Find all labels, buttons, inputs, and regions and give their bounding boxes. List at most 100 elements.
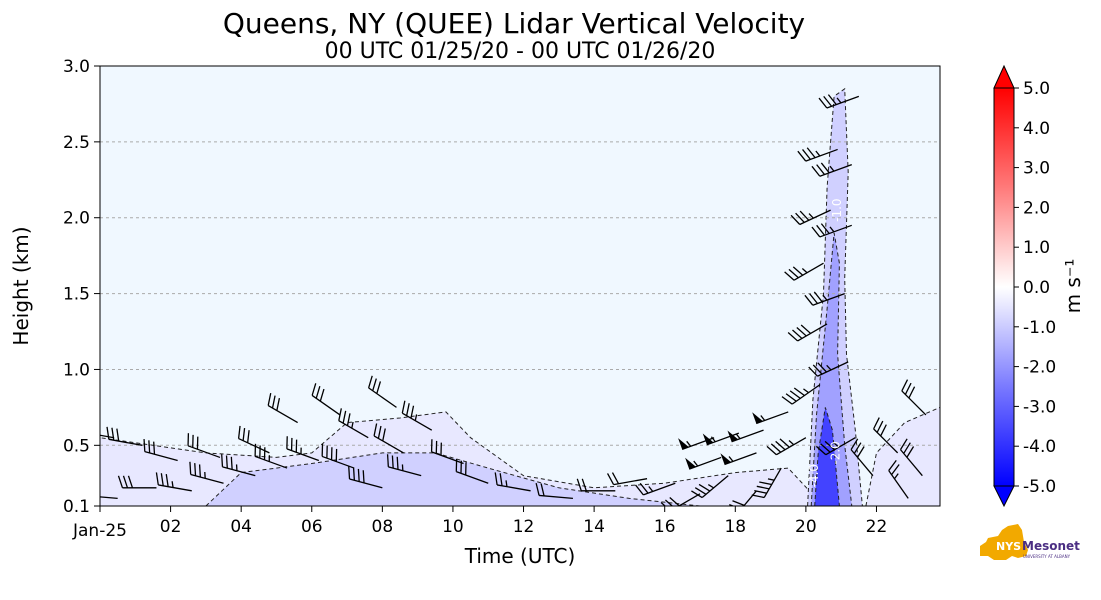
wind-barb-flag: [813, 291, 823, 303]
wind-barb-flag: [357, 468, 360, 482]
wind-barb: [888, 460, 909, 499]
wind-barb-flag: [726, 508, 738, 513]
wind-barb-staff: [901, 390, 927, 416]
wind-barb-flag: [242, 428, 246, 441]
wind-barb: [811, 162, 852, 177]
colorbar-tick-label: -5.0: [1023, 477, 1056, 497]
wind-barb-flag: [148, 440, 151, 454]
wind-barb-flag: [540, 483, 545, 497]
wind-barb-staff: [321, 455, 355, 469]
x-axis-label: Time (UTC): [464, 544, 576, 568]
wind-barb: [106, 426, 143, 446]
x-tick-label: 12: [513, 517, 535, 537]
wind-barb-flag: [116, 428, 120, 442]
wind-barb-flag: [770, 443, 782, 453]
wind-barb: [221, 454, 256, 477]
wind-barb: [386, 454, 422, 477]
wind-barb-staff: [496, 484, 531, 492]
wind-barb-flag: [319, 388, 325, 402]
wind-barb-staff: [825, 437, 856, 456]
wind-barb-staff: [222, 466, 256, 477]
wind-barb-flag: [106, 426, 110, 440]
wind-barb-flag: [382, 428, 386, 442]
wind-barb-staff: [539, 494, 573, 500]
wind-barb-half-flag: [893, 473, 899, 480]
wind-barb-staff: [431, 451, 464, 465]
wind-barb: [784, 262, 824, 281]
wind-barb-flag: [817, 362, 827, 373]
wind-barb-flag: [698, 483, 711, 492]
wind-barb-flag: [225, 455, 228, 469]
wind-barb-staff: [791, 384, 821, 405]
wind-barb-flag: [377, 425, 382, 439]
wind-barb: [494, 472, 531, 492]
wind-barb-flag: [853, 442, 862, 454]
new-york-state-icon: [980, 524, 1028, 560]
colorbar-tick-label: -1.0: [1023, 318, 1056, 338]
wind-barb-flag: [827, 94, 837, 105]
wind-barb-flag: [576, 478, 582, 492]
wind-barb-flag: [876, 420, 884, 433]
wind-barb-half-flag: [833, 442, 840, 448]
wind-barb-flag: [873, 417, 880, 430]
wind-barb-staff: [701, 475, 729, 499]
y-tick-label: 2.0: [63, 209, 90, 229]
wind-barb-flag: [751, 494, 765, 499]
wind-barb-staff: [286, 448, 320, 462]
wind-barb: [797, 147, 838, 162]
wind-barbs: [86, 94, 927, 513]
wind-barb-staff: [812, 292, 845, 306]
colorbar-scale: [993, 87, 1015, 487]
wind-barb-half-flag: [505, 480, 508, 487]
wind-barb-flag: [237, 425, 241, 439]
wind-barb-flag: [802, 149, 811, 160]
wind-barb-flag: [754, 490, 767, 494]
wind-barb-flag: [376, 381, 382, 394]
wind-barb-pennant: [727, 430, 739, 442]
colorbar-tick-label: -2.0: [1023, 358, 1056, 378]
x-tick-label: 22: [866, 517, 888, 537]
wind-barb: [766, 437, 807, 456]
wind-barb-half-flag: [788, 440, 795, 446]
wind-barb-staff: [158, 484, 192, 492]
wind-barb: [720, 452, 757, 466]
wind-barb-flag: [86, 484, 89, 496]
wind-barb-flag: [160, 473, 164, 486]
wind-barb-staff: [819, 224, 852, 238]
wind-barb-staff: [254, 455, 288, 469]
wind-barb: [401, 400, 433, 431]
wind-barb-flag: [634, 484, 644, 496]
wind-barb: [781, 384, 821, 405]
wind-barb: [311, 383, 341, 416]
y-tick-label: 3.0: [63, 57, 90, 77]
wind-barb-pennant: [685, 457, 696, 470]
wind-barb-flag: [816, 224, 826, 236]
y-axis-label: Height (km): [9, 226, 33, 345]
wind-barb-staff: [373, 435, 404, 454]
wind-barb: [155, 472, 192, 492]
wind-barb-flag: [732, 500, 745, 506]
wind-barb: [873, 417, 899, 454]
wind-barb-flag: [694, 487, 707, 495]
colorbar-tick-label: 4.0: [1023, 119, 1050, 139]
wind-barb: [373, 423, 404, 454]
wind-barb-staff: [388, 466, 422, 477]
wind-barb-flag: [367, 375, 373, 389]
wind-barb-half-flag: [92, 490, 93, 496]
wind-barb-flag: [311, 383, 317, 396]
wind-barb: [660, 493, 701, 506]
x-tick-label: 18: [724, 517, 746, 537]
wind-barb: [267, 393, 298, 424]
x-tick-label: 10: [442, 517, 464, 537]
wind-barb-flag: [315, 386, 321, 399]
wind-barb-staff: [850, 449, 874, 477]
wind-barb: [790, 209, 831, 226]
wind-barb-flag: [823, 95, 833, 107]
wind-barb-flag: [850, 438, 859, 450]
wind-barb-flag: [788, 268, 799, 279]
wind-barb-flag: [906, 446, 915, 458]
wind-barb: [143, 439, 178, 462]
wind-barb-flag: [267, 393, 272, 406]
plot-background: [100, 66, 940, 506]
